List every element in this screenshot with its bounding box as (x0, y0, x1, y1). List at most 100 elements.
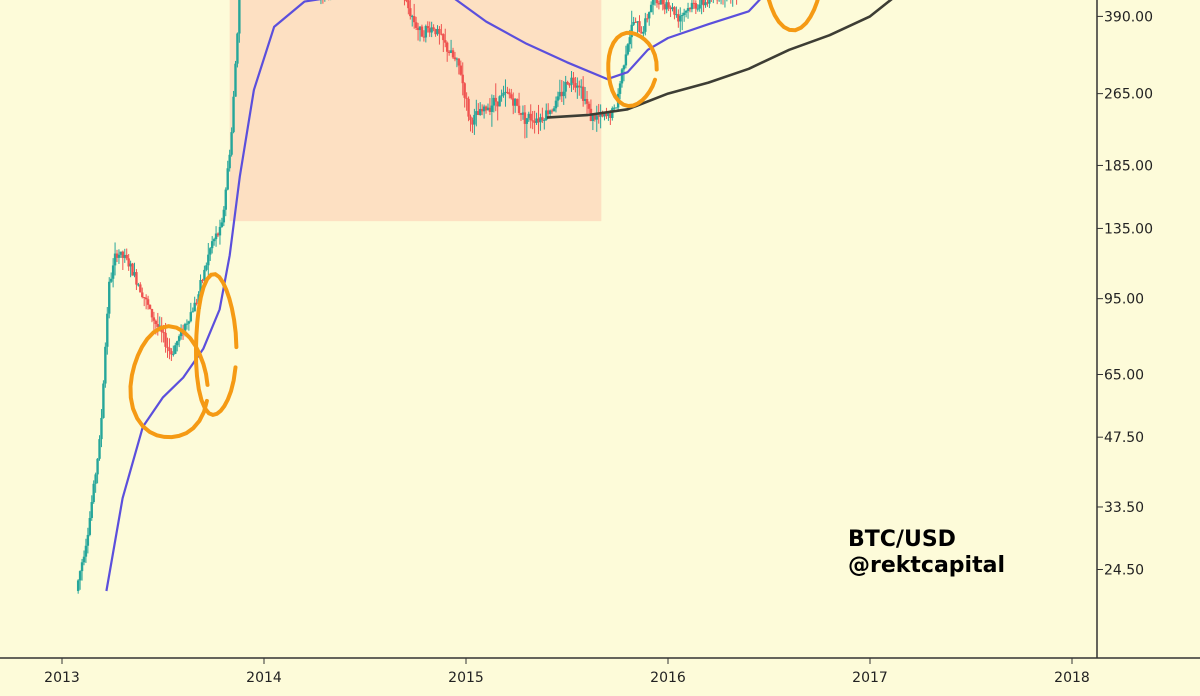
circle-layer (128, 0, 820, 440)
x-tick-label: 2013 (44, 670, 80, 686)
candle (403, 0, 406, 6)
annotation-circle (766, 0, 820, 33)
candle (90, 495, 93, 521)
candle (634, 17, 637, 24)
candle (451, 47, 455, 59)
candle (467, 96, 470, 122)
candle (548, 109, 552, 118)
candle (453, 51, 457, 62)
candle (484, 105, 488, 114)
candle (654, 0, 656, 6)
candle (599, 104, 602, 129)
candle (463, 82, 466, 108)
candle (642, 26, 645, 37)
candle (492, 95, 496, 113)
candle (533, 110, 536, 134)
candle (722, 0, 724, 5)
candle (671, 3, 674, 12)
candle (527, 111, 530, 122)
candle (667, 0, 670, 12)
candle (498, 95, 501, 107)
candle (98, 435, 101, 461)
candle (78, 570, 82, 590)
candle (115, 249, 119, 263)
candle (76, 579, 80, 594)
candle (566, 80, 569, 85)
y-tick-label: 185.00 (1104, 158, 1153, 174)
candle (424, 24, 428, 43)
candle (447, 50, 451, 56)
candle (677, 9, 680, 28)
candle (129, 260, 132, 278)
candle (405, 0, 408, 3)
candle (632, 16, 635, 26)
annotation-circle (193, 272, 239, 418)
candle (209, 247, 212, 261)
candle (412, 3, 416, 29)
candle (724, 0, 726, 8)
candle (655, 0, 659, 8)
candle (236, 32, 239, 68)
candle (418, 26, 422, 42)
candle (715, 0, 719, 5)
x-tick-layer: 2013 2014 2015 2016 2017 2018 (44, 658, 1090, 686)
candle (546, 103, 550, 117)
x-tick-label: 2018 (1054, 670, 1090, 686)
y-tick-label: 24.50 (1104, 563, 1144, 579)
candle (502, 85, 505, 98)
candle (205, 262, 208, 272)
candle (684, 9, 688, 18)
candle (661, 0, 664, 11)
x-tick-label: 2015 (448, 670, 484, 686)
candle (626, 43, 630, 56)
candle (471, 117, 474, 133)
candle (123, 248, 126, 263)
candle (137, 282, 140, 287)
candle (224, 187, 227, 217)
y-tick-label: 135.00 (1104, 221, 1153, 237)
candle (618, 80, 622, 100)
candle (139, 282, 142, 293)
y-tick-label: 47.50 (1104, 430, 1144, 446)
candle (644, 12, 647, 36)
annotation-circle (128, 324, 210, 440)
candle (700, 0, 703, 15)
y-tick-layer: 24.50 33.50 47.50 65.00 95.00 135.00 185.00 265… (1097, 9, 1153, 579)
candle (430, 21, 433, 38)
candle (416, 22, 420, 41)
candle (121, 250, 125, 270)
candle (193, 296, 196, 312)
candle (106, 307, 109, 355)
candle (581, 76, 585, 107)
candle (647, 11, 651, 26)
candle (104, 342, 107, 388)
candle (459, 60, 462, 76)
candle (692, 0, 696, 9)
candle (434, 28, 437, 37)
candle (525, 117, 529, 138)
candle (475, 99, 478, 127)
candle (523, 105, 527, 139)
candle (92, 480, 95, 504)
candle (717, 0, 721, 2)
ma-layer (105, 0, 893, 592)
candle (638, 15, 641, 33)
candle (513, 98, 517, 113)
candle (142, 296, 146, 307)
x-tick-label: 2017 (852, 670, 888, 686)
candle (422, 30, 426, 42)
candle (127, 253, 130, 271)
candle (148, 304, 152, 310)
candle (174, 342, 177, 355)
candle (461, 62, 464, 96)
y-tick-label: 33.50 (1104, 500, 1144, 516)
y-tick-label: 265.00 (1104, 87, 1153, 103)
candle (409, 0, 412, 20)
candle (144, 294, 148, 310)
candle (94, 472, 97, 493)
candle (216, 232, 220, 238)
candle (133, 262, 136, 278)
highlight-range-box (229, 0, 602, 222)
axis-layer (0, 0, 1200, 659)
